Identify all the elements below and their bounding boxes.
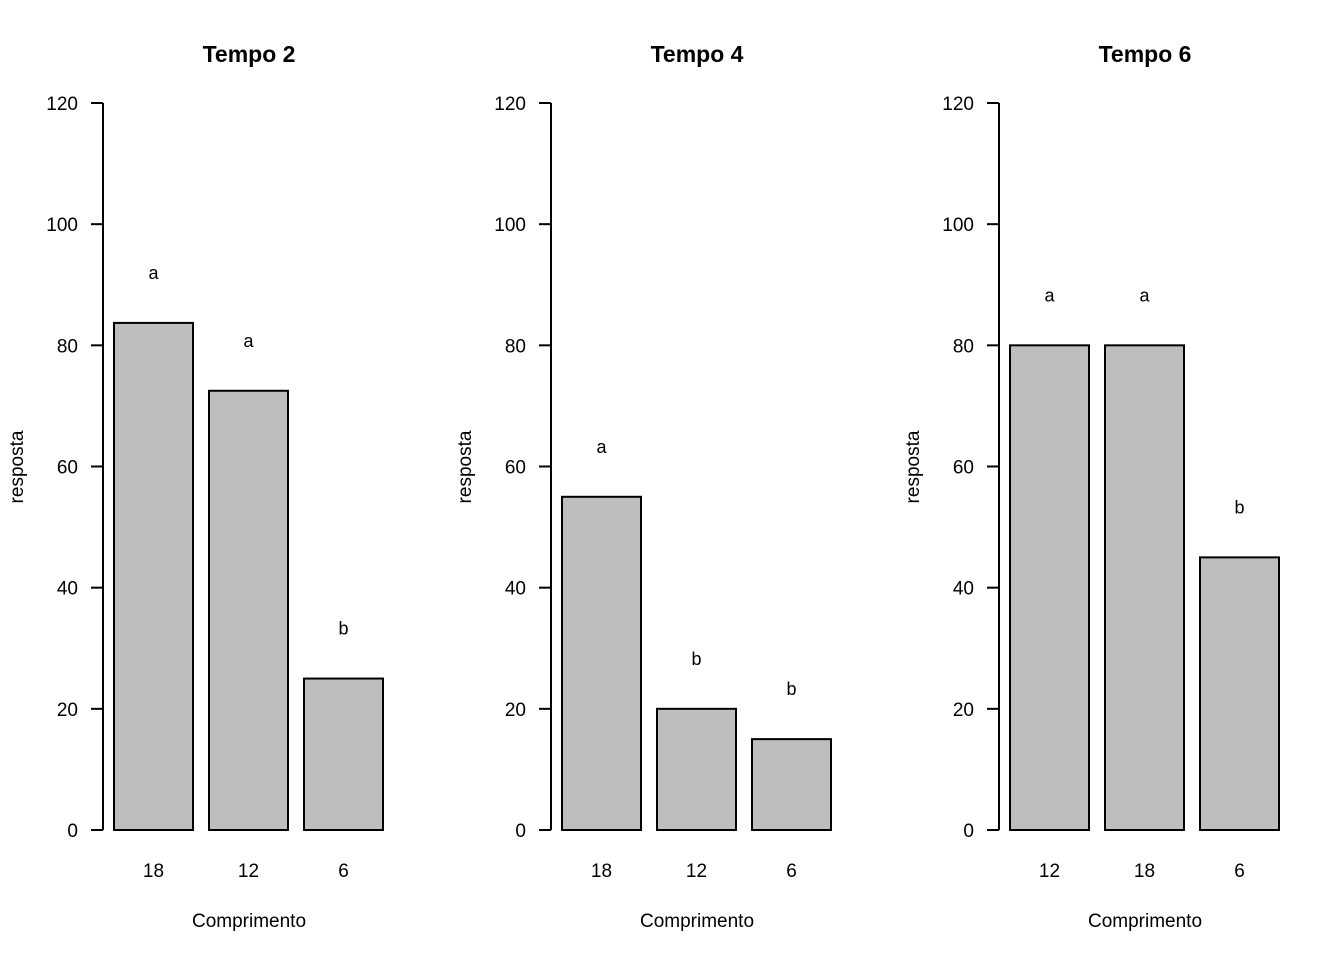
x-tick-label: 6 [338, 861, 349, 882]
y-tick-label: 100 [494, 215, 526, 236]
x-tick-label: 6 [1234, 861, 1245, 882]
x-axis-label: Comprimento [640, 911, 754, 932]
chart-title: Tempo 6 [1099, 41, 1192, 67]
y-tick-label: 100 [46, 215, 78, 236]
y-tick-label: 80 [57, 336, 78, 357]
chart-title: Tempo 2 [203, 41, 296, 67]
plot-area: 0 20 40 60 80 100 120 18 a 12 a 6 b [46, 94, 384, 882]
y-axis-label: resposta [7, 430, 28, 503]
bar-12 [1009, 344, 1090, 831]
significance-letter: a [1044, 285, 1055, 305]
y-tick-label: 60 [505, 458, 526, 479]
y-tick-label: 80 [505, 336, 526, 357]
x-tick-label: 18 [143, 861, 164, 882]
y-tick-label: 120 [46, 94, 78, 115]
x-tick-label: 12 [1039, 861, 1060, 882]
bar-12 [656, 707, 737, 831]
chart-title: Tempo 4 [651, 41, 744, 67]
bar-18 [1104, 344, 1185, 831]
y-tick-label: 80 [953, 336, 974, 357]
y-tick-label: 120 [494, 94, 526, 115]
y-axis-label: resposta [903, 430, 924, 503]
significance-letter: a [596, 437, 607, 457]
significance-letter: b [338, 619, 348, 639]
x-tick-label: 18 [1134, 861, 1155, 882]
bar-6 [751, 738, 832, 831]
plot-area: 0 20 40 60 80 100 120 12 a 18 a 6 b [942, 94, 1280, 882]
y-tick-label: 0 [963, 821, 974, 842]
y-tick-label: 20 [953, 700, 974, 721]
y-tick-label: 0 [515, 821, 526, 842]
bar-6 [1199, 556, 1280, 831]
bar-12 [208, 389, 289, 831]
y-tick-label: 60 [57, 458, 78, 479]
y-tick-label: 60 [953, 458, 974, 479]
y-tick-label: 20 [505, 700, 526, 721]
bar-18 [561, 495, 642, 831]
panel-tempo-6: Tempo 6 resposta Comprimento 0 20 40 60 80 10… [903, 41, 1280, 932]
y-tick-label: 40 [57, 579, 78, 600]
significance-letter: b [691, 649, 701, 669]
significance-letter: b [786, 679, 796, 699]
significance-letter: a [1139, 285, 1150, 305]
significance-letter: a [148, 263, 159, 283]
significance-letter: a [243, 331, 254, 351]
y-tick-label: 120 [942, 94, 974, 115]
x-tick-label: 18 [591, 861, 612, 882]
y-tick-label: 0 [67, 821, 78, 842]
x-tick-label: 6 [786, 861, 797, 882]
x-axis-label: Comprimento [192, 911, 306, 932]
panel-tempo-2: Tempo 2 resposta Comprimento 0 20 40 60 80 10… [7, 41, 384, 932]
significance-letter: b [1234, 497, 1244, 517]
plot-area: 0 20 40 60 80 100 120 18 a 12 b 6 b [494, 94, 832, 882]
x-tick-label: 12 [238, 861, 259, 882]
y-tick-label: 100 [942, 215, 974, 236]
panel-tempo-4: Tempo 4 resposta Comprimento 0 20 40 60 80 10… [455, 41, 832, 932]
bar-18 [113, 321, 194, 831]
bar-6 [303, 677, 384, 832]
x-tick-label: 12 [686, 861, 707, 882]
y-tick-label: 40 [953, 579, 974, 600]
y-tick-label: 20 [57, 700, 78, 721]
x-axis-label: Comprimento [1088, 911, 1202, 932]
y-axis-label: resposta [455, 430, 476, 503]
y-tick-label: 40 [505, 579, 526, 600]
